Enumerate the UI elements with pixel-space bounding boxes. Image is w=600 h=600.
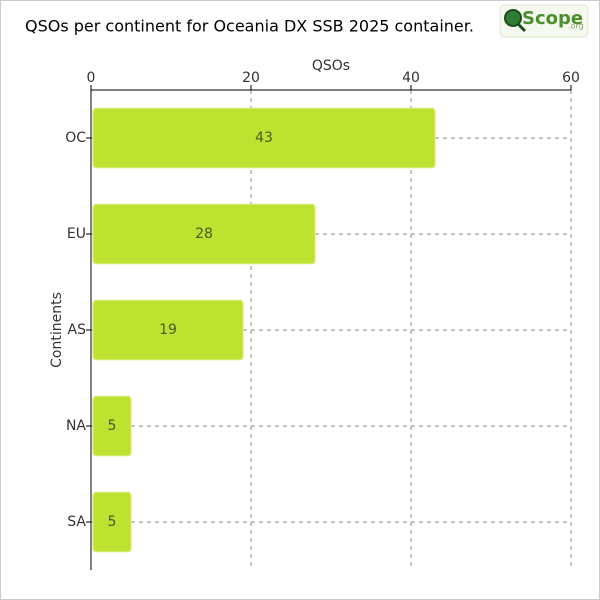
bar [92,107,436,169]
value-label: 5 [108,514,117,530]
logo-icon [504,9,522,27]
y-tick-label: SA [67,514,86,530]
bar [92,299,244,361]
bar [92,395,132,457]
x-tick-label: 20 [242,70,260,86]
x-tick-label: 60 [562,70,580,86]
x-axis-label: QSOs [312,58,350,74]
logo-suffix: .org [568,22,584,31]
y-tick-label: EU [67,226,86,242]
y-tick-label: AS [68,322,87,338]
y-tick-label: OC [65,130,86,146]
logo-text: Scope [522,8,583,29]
y-tick-label: NA [66,418,86,434]
value-label: 28 [195,226,213,242]
value-label: 5 [108,418,117,434]
bar [92,491,132,553]
x-tick-label: 0 [87,70,96,86]
y-axis-label: Continents [49,292,65,368]
logo-icon-handle [516,22,527,33]
chart-title: QSOs per continent for Oceania DX SSB 20… [25,17,474,36]
logo[interactable]: Scope .org [499,4,589,38]
value-label: 19 [159,322,177,338]
bar [92,203,316,265]
x-tick-label: 40 [402,70,420,86]
value-label: 43 [255,130,273,146]
